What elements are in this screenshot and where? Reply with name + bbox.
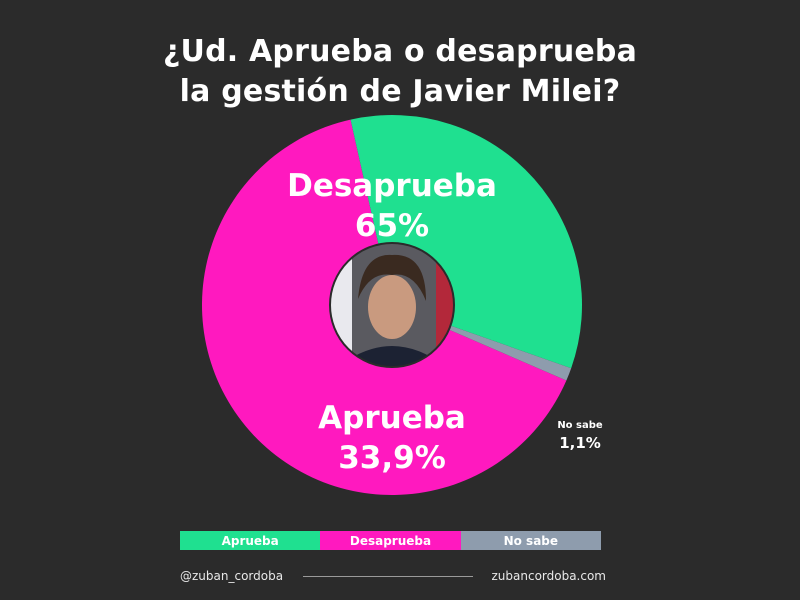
slice-value-desaprueba: 65% [355, 208, 429, 244]
slice-label-no-sabe: No sabe [557, 420, 603, 431]
footer-divider [303, 575, 474, 577]
chart-title-line-1: ¿Ud. Aprueba o desaprueba [162, 34, 638, 69]
chart-title-line-2: la gestión de Javier Milei? [179, 74, 621, 109]
legend-label-desaprueba: Desaprueba [349, 533, 432, 548]
slice-label-aprueba: Aprueba [318, 400, 466, 436]
slice-value-no-sabe: 1,1% [559, 434, 601, 452]
chart-title: ¿Ud. Aprueba o desaprueba la gestión de … [0, 32, 800, 112]
website-link[interactable]: zubancordoba.com [491, 569, 606, 583]
legend-label-no-sabe: No sabe [503, 533, 559, 548]
social-handle: @zuban_cordoba [180, 569, 284, 583]
slice-value-aprueba: 33,9% [338, 440, 446, 476]
legend-item-aprueba: Aprueba [180, 531, 321, 550]
legend: Aprueba Desaprueba No sabe [180, 531, 601, 550]
footer: @zuban_cordoba zubancordoba.com [180, 566, 606, 586]
slice-label-desaprueba: Desaprueba [287, 168, 497, 204]
legend-label-aprueba: Aprueba [221, 533, 279, 548]
center-photo [329, 242, 455, 368]
legend-item-no-sabe: No sabe [460, 531, 601, 550]
legend-item-desaprueba: Desaprueba [320, 531, 461, 550]
